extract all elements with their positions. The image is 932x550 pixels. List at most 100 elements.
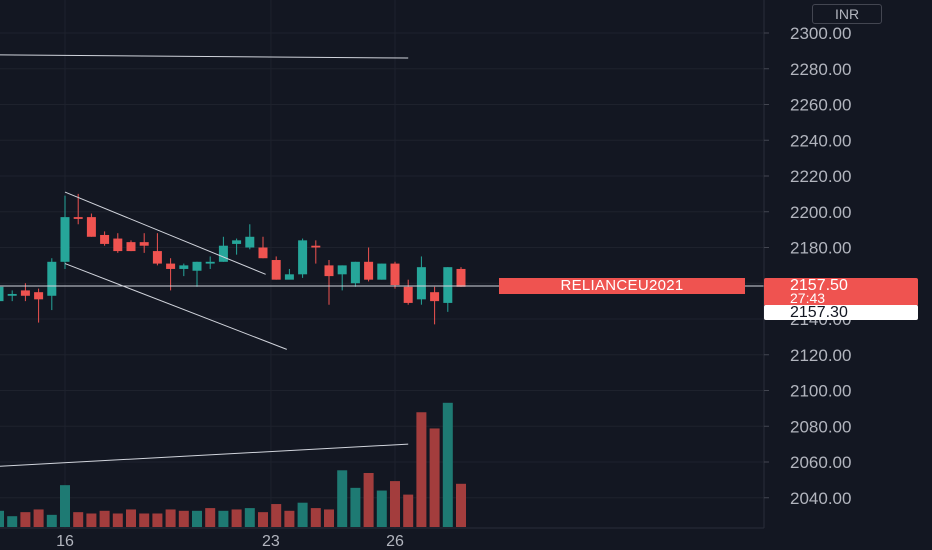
candle (7, 290, 17, 302)
volume-bar (429, 428, 440, 527)
volume-bar (46, 514, 57, 527)
volume-bar (205, 508, 216, 527)
volume-bar (284, 510, 295, 527)
candle-body (126, 242, 136, 252)
candle-body (443, 267, 453, 303)
candle-body (166, 263, 176, 269)
candle (179, 263, 189, 277)
price-axis[interactable]: 2300.00 2280.00 2260.00 2240.00 2220.00 2200.… (764, 24, 851, 508)
candle-body (258, 247, 268, 259)
volume-bar (165, 509, 176, 527)
y-tick-label: 2300.00 (790, 24, 851, 43)
candle-body (430, 292, 440, 302)
bar-countdown: 27:43 (790, 290, 826, 306)
candle (139, 233, 149, 253)
volume-bar (112, 513, 123, 527)
y-tick-label: 2040.00 (790, 489, 851, 508)
volume-bar (60, 485, 70, 527)
candle (86, 213, 96, 237)
candle-body (86, 217, 96, 237)
volume-bar (178, 510, 189, 527)
candle-body (416, 267, 426, 300)
candle (166, 258, 176, 291)
candle-body (245, 236, 255, 248)
candle-body (179, 265, 189, 269)
candle (100, 231, 110, 246)
candle (390, 261, 400, 289)
trendline[interactable] (0, 443, 409, 469)
volume-bar (376, 490, 387, 527)
candle (271, 256, 281, 280)
candle (311, 240, 321, 264)
candle (232, 238, 242, 255)
y-tick-label: 2200.00 (790, 203, 851, 222)
candle (60, 195, 70, 269)
trendline[interactable] (0, 54, 409, 59)
volume-bar (350, 487, 361, 527)
currency-selector[interactable]: INR (812, 4, 882, 24)
y-tick-label: 2060.00 (790, 453, 851, 472)
volume-bar (442, 402, 453, 527)
volume-bar (231, 509, 242, 527)
candle-body (311, 245, 321, 248)
volume-bar (20, 512, 31, 527)
volume-bar (99, 510, 110, 527)
trendline[interactable] (64, 191, 266, 275)
candle-body (403, 286, 413, 303)
candle (298, 238, 308, 278)
candle-body (20, 290, 30, 296)
candle (192, 261, 202, 287)
candle (245, 224, 255, 250)
candle-body (456, 268, 466, 287)
candle-body (390, 263, 400, 286)
y-tick-label: 2080.00 (790, 417, 851, 436)
x-tick-label: 16 (56, 533, 74, 550)
volume-bars (0, 402, 466, 527)
y-tick-label: 2260.00 (790, 96, 851, 115)
candle-body (377, 263, 387, 280)
last-price-tag: 2157.50 27:43 (764, 278, 918, 306)
trendlines[interactable] (0, 54, 409, 469)
y-tick-label: 2120.00 (790, 346, 851, 365)
candle (47, 258, 57, 311)
volume-bar (403, 494, 414, 527)
candle (324, 260, 334, 305)
candle-body (192, 261, 202, 271)
trendline[interactable] (64, 263, 287, 350)
volume-bar (139, 513, 150, 527)
volume-bar (310, 508, 321, 527)
candle-body (337, 265, 347, 275)
candle-body (73, 217, 83, 219)
volume-bar (126, 509, 136, 527)
volume-bar (390, 481, 400, 527)
candle (337, 265, 347, 291)
candle (364, 247, 374, 282)
time-axis[interactable]: 16 23 26 (56, 533, 404, 550)
candle-body (100, 234, 110, 244)
candle (113, 233, 123, 253)
candle-body (60, 217, 70, 262)
candle (258, 236, 268, 259)
candle-body (218, 245, 228, 262)
y-tick-label: 2240.00 (790, 131, 851, 150)
candle-body (298, 240, 308, 275)
candle (0, 286, 4, 302)
candle-body (364, 261, 374, 280)
candle (284, 268, 294, 280)
volume-bar (456, 483, 466, 527)
volume-bar (218, 510, 229, 527)
candle-body (350, 261, 360, 284)
last-price: 2157.50 (790, 277, 848, 294)
x-tick-label: 26 (386, 533, 404, 550)
volume-bar (0, 510, 4, 527)
volume-bar (192, 510, 202, 527)
volume-bar (7, 516, 18, 527)
candle (403, 279, 413, 305)
y-tick-label: 2220.00 (790, 167, 851, 186)
candle (456, 267, 466, 287)
candle (218, 236, 228, 262)
candle (430, 286, 440, 325)
y-tick-label: 2180.00 (790, 239, 851, 258)
candle (416, 256, 426, 305)
